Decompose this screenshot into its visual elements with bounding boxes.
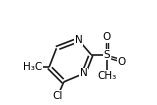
Text: Cl: Cl: [53, 91, 63, 101]
Text: N: N: [80, 68, 88, 79]
Text: O: O: [103, 32, 111, 42]
Text: CH₃: CH₃: [97, 71, 116, 81]
Text: N: N: [75, 35, 82, 45]
Text: S: S: [103, 50, 110, 60]
Text: O: O: [117, 57, 126, 67]
Text: H₃C: H₃C: [23, 62, 42, 72]
